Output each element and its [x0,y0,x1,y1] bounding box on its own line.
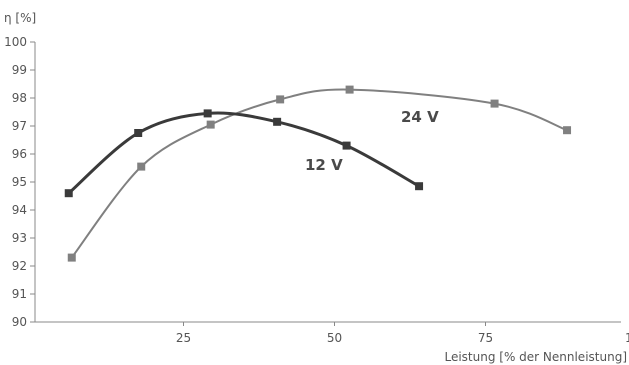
y-tick-label: 95 [12,175,27,189]
x-tick-label: 25 [176,331,191,345]
series-label-24v: 24 V [401,108,439,126]
x-tick-labels: 25 50 75 100 [176,322,629,345]
series-label-12v: 12 V [305,156,343,174]
x-axis-label: Leistung [% der Nennleistung] [444,350,627,364]
data-point-24v [490,99,499,108]
y-axis-label: η [%] [4,11,36,25]
y-tick-label: 92 [12,259,27,273]
axes [34,42,621,323]
y-tick-label: 96 [12,147,27,161]
y-tick-label: 99 [12,63,27,77]
y-tick-label: 98 [12,91,27,105]
y-tick-label: 91 [12,287,27,301]
series-lines: 24 V 12 V [64,85,572,262]
data-point-12v [64,189,73,198]
y-tick-label: 100 [4,35,27,49]
series-line-12v [67,111,420,195]
y-tick-labels: 90 91 92 93 94 95 96 97 98 99 100 [4,35,35,329]
y-tick-label: 93 [12,231,27,245]
data-point-24v [137,162,146,171]
data-point-12v [273,117,282,126]
y-tick-label: 97 [12,119,27,133]
data-point-24v [67,253,76,262]
x-tick-label: 50 [327,331,342,345]
data-point-24v [563,126,572,135]
data-point-12v [415,182,424,191]
y-tick-label: 94 [12,203,27,217]
data-point-24v [276,95,285,104]
data-point-24v [206,120,215,129]
data-point-12v [134,129,143,137]
data-point-12v [342,141,351,150]
data-point-12v [203,109,212,118]
x-tick-label: 100 [625,331,629,345]
y-tick-label: 90 [12,315,27,329]
series-12v: 12 V [64,109,424,198]
series-24v: 24 V [67,85,572,262]
x-tick-label: 75 [478,331,493,345]
data-point-24v [345,85,354,94]
